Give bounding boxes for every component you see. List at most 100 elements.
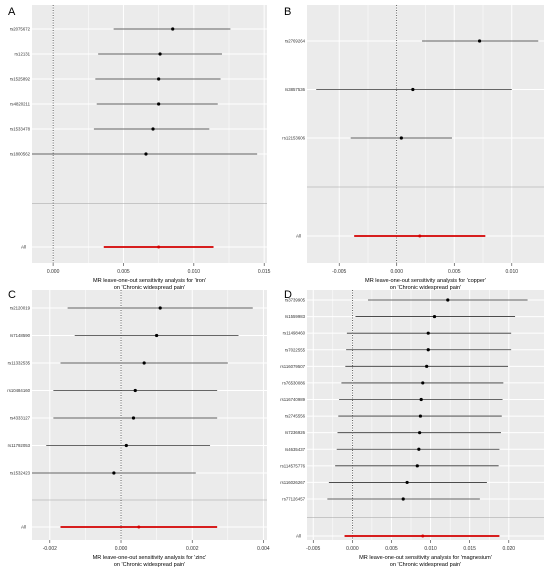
estimate-point	[144, 152, 148, 156]
x-axis-title: MR leave-one-out sensitivity analysis fo…	[93, 555, 207, 561]
snp-label: rs1533478	[10, 127, 31, 132]
snp-label: rs1525892	[10, 77, 31, 82]
snp-label: rs3857536	[285, 87, 306, 92]
x-tick-label: 0.000	[115, 546, 128, 552]
overall-label: All	[21, 525, 26, 530]
snp-label: rs1559983	[285, 314, 306, 319]
x-axis-title-line2: on 'Chronic widespread pain'	[114, 562, 185, 568]
x-tick-label: 0.000	[47, 269, 60, 275]
snp-label: rs7236926	[285, 430, 306, 435]
overall-estimate-point	[137, 525, 141, 529]
estimate-point	[418, 414, 423, 418]
estimate-point	[158, 52, 162, 56]
snp-label: rs114575776	[280, 463, 305, 468]
estimate-point	[131, 416, 136, 420]
estimate-point	[446, 298, 450, 302]
snp-label: rs11792053	[8, 443, 31, 448]
panel-letter: A	[8, 6, 16, 18]
snp-label: rs11498460	[283, 331, 306, 336]
x-axis-title: MR leave-one-out sensitivity analysis fo…	[359, 555, 492, 561]
estimate-point	[399, 136, 403, 140]
estimate-point	[419, 397, 423, 402]
estimate-point	[401, 497, 405, 501]
snp-label: rs1800562	[10, 152, 31, 157]
snp-label: rs12131	[14, 52, 30, 57]
snp-label: rs77126457	[282, 497, 305, 502]
snp-label: rs116740989	[280, 397, 305, 402]
estimate-point	[426, 348, 430, 352]
snp-label: rs11332535	[8, 361, 31, 366]
x-tick-label: 0.005	[448, 269, 461, 275]
x-tick-label: 0.002	[186, 546, 199, 552]
overall-estimate-point	[157, 245, 161, 249]
estimate-point	[432, 314, 437, 319]
x-tick-label: 0.005	[385, 546, 398, 552]
estimate-point	[417, 447, 421, 451]
estimate-point	[421, 381, 425, 385]
panel-b: B -0.005 0.000 0.005 0.010 rs2769264 rs3857536…	[282, 5, 544, 291]
overall-estimate-point	[418, 234, 422, 238]
snp-label: rs4635437	[285, 447, 306, 452]
x-tick-label: 0.004	[257, 546, 270, 552]
estimate-point	[418, 431, 422, 435]
snp-label: rs3739905	[285, 298, 306, 303]
estimate-point	[133, 388, 137, 393]
panel-d: D -0.005 0.000 0.005 0.010 0.015 0.020 rs373990…	[280, 289, 544, 568]
x-tick-label: 0.010	[506, 269, 519, 275]
x-tick-label: -0.005	[306, 546, 320, 552]
snp-label: rs76530086	[282, 380, 305, 385]
panel-letter: C	[8, 289, 16, 301]
estimate-point	[171, 27, 175, 31]
x-axis-title-line2: on 'Chronic widespread pain'	[114, 285, 185, 291]
snp-label: rs116026267	[280, 480, 305, 485]
x-axis-title-line2: on 'Chronic widespread pain'	[390, 285, 461, 291]
estimate-point	[112, 471, 116, 475]
snp-label: rs4820211	[10, 102, 31, 107]
snp-label: rs2120019	[10, 306, 31, 311]
estimate-point	[157, 77, 161, 81]
estimate-point	[142, 361, 146, 365]
x-tick-label: -0.002	[43, 546, 57, 552]
x-tick-label: 0.005	[117, 269, 130, 275]
overall-estimate-point	[421, 534, 425, 538]
x-tick-label: 0.010	[424, 546, 437, 552]
snp-label: rs10484160	[7, 388, 30, 393]
estimate-point	[477, 39, 482, 43]
panel-c: C -0.002 0.000 0.002 0.004 rs2120019 rs7148590…	[7, 289, 270, 568]
estimate-point	[415, 464, 419, 468]
panel-letter: D	[284, 289, 292, 301]
snp-label: rs7148590	[10, 333, 31, 338]
x-axis-title: MR leave-one-out sensitivity analysis fo…	[365, 278, 486, 284]
overall-label: All	[296, 234, 301, 239]
x-tick-label: 0.000	[346, 546, 359, 552]
x-axis-title: MR leave-one-out sensitivity analysis fo…	[93, 278, 206, 284]
panel-letter: B	[284, 6, 291, 18]
estimate-point	[425, 364, 429, 368]
estimate-point	[124, 443, 128, 448]
snp-label: rs2769264	[285, 39, 306, 44]
estimate-point	[411, 87, 415, 92]
snp-label: rs7022555	[285, 347, 306, 352]
x-tick-label: -0.005	[332, 269, 346, 275]
snp-label: rs1532423	[10, 471, 31, 476]
x-tick-label: 0.015	[258, 269, 271, 275]
overall-label: All	[296, 534, 301, 539]
plot-area	[32, 290, 267, 540]
panel-a: A 0.000 0.005 0.010 0.015 rs2075672 rs12131 rs1…	[8, 5, 271, 291]
plot-area	[307, 290, 544, 540]
estimate-point	[426, 331, 430, 335]
estimate-point	[157, 102, 161, 106]
estimate-point	[155, 333, 159, 338]
snp-label: rs2745556	[285, 414, 306, 419]
snp-label: rs2075672	[10, 27, 31, 32]
x-tick-label: 0.010	[188, 269, 201, 275]
x-axis-title-line2: on 'Chronic widespread pain'	[390, 562, 461, 568]
snp-label: rs12153606	[282, 136, 305, 141]
plot-area	[32, 5, 267, 263]
x-tick-label: 0.015	[463, 546, 476, 552]
snp-label: rs4333127	[10, 416, 31, 421]
estimate-point	[158, 306, 162, 310]
overall-label: All	[21, 245, 26, 250]
snp-label: rs116079507	[280, 364, 305, 369]
